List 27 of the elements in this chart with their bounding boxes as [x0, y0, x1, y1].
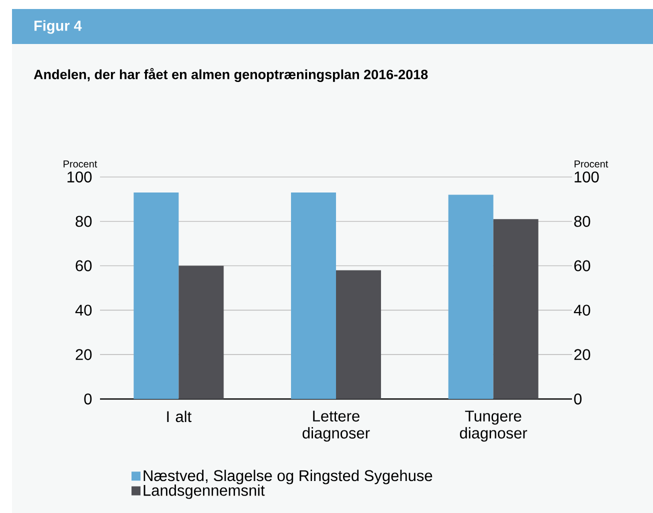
bar [448, 194, 494, 399]
y-tick-label: 40 [75, 304, 92, 316]
chart-subtitle: Andelen, der har fået en almen genoptræningsplan 2016-2018 [34, 68, 428, 82]
y-tick-label: 60 [76, 260, 92, 272]
legend-label: Landsgennemsnit [144, 484, 265, 499]
y2-tick-label: 80 [574, 216, 590, 227]
y-tick-label: 0 [84, 393, 92, 404]
y2-tick-label: 60 [574, 260, 590, 272]
bar [178, 266, 224, 399]
y-axis-title: Procent [64, 160, 98, 168]
y2-axis-title: Procent [574, 160, 608, 168]
y-tick-label: 100 [68, 171, 92, 182]
bar [493, 219, 538, 399]
y-tick-label: 80 [76, 216, 92, 227]
legend-label: Næstved, Slagelse og Ringsted Sygehuse [144, 470, 432, 484]
y2-tick-label: 100 [574, 171, 599, 182]
y2-tick-label: 40 [574, 304, 590, 316]
bar [291, 192, 336, 399]
chart-title: Figur 4 [34, 20, 82, 34]
x-tick-label: Tungere diagnoser [460, 410, 528, 442]
bar [134, 192, 179, 399]
x-tick-label: Lettere diagnoser [302, 410, 370, 442]
y2-tick-label: 0 [574, 393, 582, 404]
y2-tick-label: 20 [574, 349, 590, 360]
y-tick-label: 20 [76, 349, 92, 360]
x-tick-label: I alt [167, 410, 192, 422]
bar [336, 270, 382, 399]
